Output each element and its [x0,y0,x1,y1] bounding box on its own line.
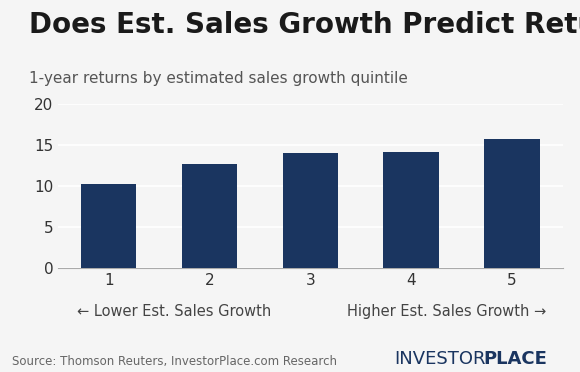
Bar [383,153,439,268]
Text: 1-year returns by estimated sales growth quintile: 1-year returns by estimated sales growth… [29,71,408,86]
Text: Higher Est. Sales Growth →: Higher Est. Sales Growth → [347,304,546,319]
Text: Source: Thomson Reuters, InvestorPlace.com Research: Source: Thomson Reuters, InvestorPlace.c… [12,355,336,368]
Text: INVESTOR: INVESTOR [394,350,486,368]
Bar [282,153,338,268]
Bar [182,164,237,268]
Text: ← Lower Est. Sales Growth: ← Lower Est. Sales Growth [77,304,271,319]
Text: PLACE: PLACE [483,350,547,368]
Text: Does Est. Sales Growth Predict Returns?: Does Est. Sales Growth Predict Returns? [29,11,580,39]
Bar [81,185,136,268]
Bar [484,138,539,268]
